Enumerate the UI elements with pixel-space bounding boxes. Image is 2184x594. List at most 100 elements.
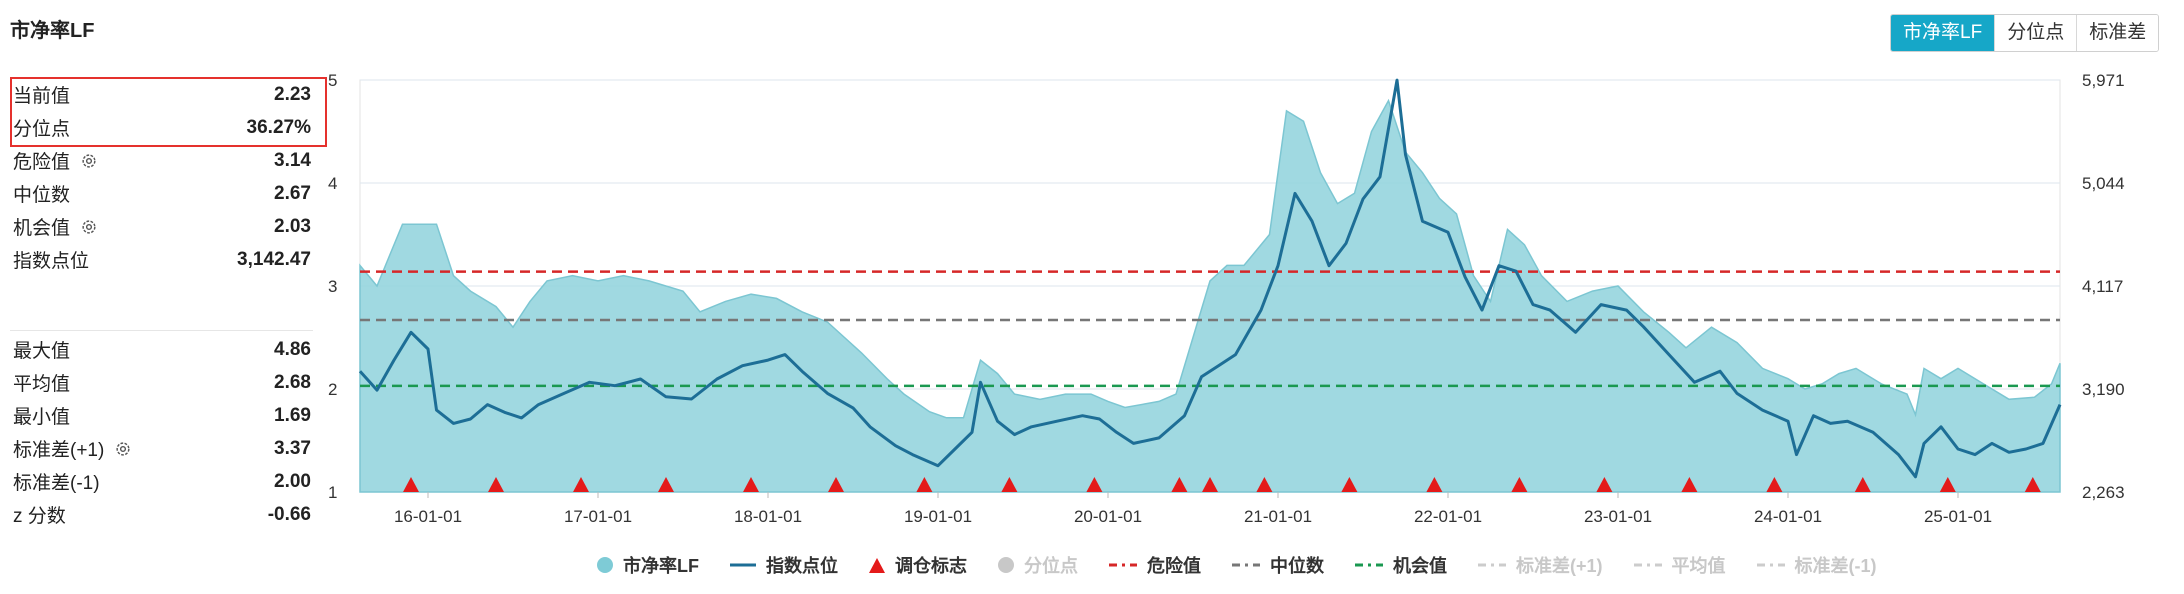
stat-label: 指数点位 [13, 251, 90, 272]
x-tick-label: 22-01-01 [1414, 507, 1482, 526]
stat-value: 3,142.47 [237, 248, 311, 270]
legend-circle-icon [998, 557, 1014, 573]
y-right-tick-label: 3,190 [2082, 380, 2125, 399]
stat-value: 2.68 [274, 371, 311, 393]
stat-value: -0.66 [267, 503, 311, 525]
stat-label: 最大值 [13, 341, 71, 362]
stat-value: 2.03 [274, 215, 311, 237]
stat-label: 当前值 [13, 86, 71, 107]
x-tick-label: 18-01-01 [734, 507, 802, 526]
legend-item[interactable]: 平均值 [1633, 552, 1726, 578]
rebalance-marker [1171, 477, 1188, 492]
stat-label: 中位数 [13, 185, 71, 206]
stats-panel-bottom: 最大值 4.86 平均值 2.68 最小值 1.69 标准差(+1) 3.37 … [10, 333, 313, 531]
stat-label: 分位点 [13, 119, 71, 140]
toggle-percentile-button[interactable]: 分位点 [1994, 15, 2077, 51]
rebalance-marker [1426, 477, 1443, 492]
legend-label: 标准差(-1) [1794, 556, 1877, 576]
toggle-stddev-button[interactable]: 标准差 [2076, 15, 2159, 51]
legend-triangle-icon [869, 558, 885, 573]
stat-row-std-minus: 标准差(-1) 2.00 [10, 465, 313, 498]
legend-item[interactable]: 调仓标志 [868, 552, 967, 578]
legend-item[interactable]: 标准差(-1) [1756, 552, 1877, 578]
legend-label: 调仓标志 [895, 556, 967, 576]
rebalance-marker [2024, 477, 2041, 492]
stat-row-min: 最小值 1.69 [10, 399, 313, 432]
stat-value: 2.00 [274, 470, 311, 492]
rebalance-marker [1086, 477, 1103, 492]
x-tick-label: 25-01-01 [1924, 507, 1992, 526]
legend-item[interactable]: 分位点 [997, 552, 1078, 578]
legend-dash-icon [1756, 563, 1785, 567]
stats-panel-top: 当前值 2.23 分位点 36.27% 危险值 3.14 中位数 2.67 机会… [10, 78, 313, 276]
stat-value: 2.23 [274, 83, 311, 105]
stat-label: 标准差(-1) [13, 473, 100, 494]
rebalance-marker [488, 477, 504, 492]
metric-toggle: 市净率LF 分位点 标准差 [1890, 14, 2160, 52]
stat-value: 2.67 [274, 182, 311, 204]
stat-row-std-plus: 标准差(+1) 3.37 [10, 432, 313, 465]
legend-item[interactable]: 标准差(+1) [1477, 552, 1603, 578]
toggle-pb-button[interactable]: 市净率LF [1891, 15, 1995, 51]
x-tick-label: 20-01-01 [1074, 507, 1142, 526]
rebalance-marker [1202, 477, 1218, 492]
divider [10, 330, 313, 331]
legend-item[interactable]: 机会值 [1354, 552, 1447, 578]
legend-label: 指数点位 [766, 556, 838, 576]
y-left-tick-label: 5 [328, 71, 337, 90]
chart-legend: 市净率LF 指数点位 调仓标志 分位点 危险值 中位数 机会值 标准差(+1) 平均值 标准差(-… [596, 552, 1907, 578]
gear-icon[interactable] [114, 440, 132, 458]
legend-item[interactable]: 中位数 [1231, 552, 1324, 578]
legend-label: 平均值 [1671, 556, 1726, 576]
stat-row-index-level: 指数点位 3,142.47 [10, 243, 313, 276]
index-line-series [358, 78, 2062, 479]
rebalance-marker [573, 477, 589, 492]
legend-dash-icon [1232, 563, 1260, 567]
rebalance-marker [1854, 477, 1871, 492]
x-tick-label: 24-01-01 [1754, 507, 1822, 526]
stat-row-opportunity: 机会值 2.03 [10, 210, 313, 243]
legend-circle-icon [597, 557, 613, 573]
rebalance-marker [1766, 477, 1783, 492]
y-left-tick-label: 1 [328, 483, 337, 502]
x-tick-label: 19-01-01 [904, 507, 972, 526]
rebalance-marker [1341, 477, 1358, 492]
stat-value: 3.37 [274, 437, 311, 459]
rebalance-marker [916, 477, 933, 492]
legend-label: 中位数 [1270, 556, 1324, 576]
legend-dash-icon [1109, 563, 1137, 567]
chart-title: 市净率LF [10, 20, 95, 42]
stat-label: 标准差(+1) [13, 440, 105, 461]
stat-label: 危险值 [13, 152, 71, 173]
legend-dash-icon [1355, 563, 1383, 567]
stat-row-median: 中位数 2.67 [10, 177, 313, 210]
stat-row-max: 最大值 4.86 [10, 333, 313, 366]
stat-value: 36.27% [246, 116, 311, 138]
rebalance-marker [828, 477, 844, 492]
y-left-tick-label: 3 [328, 277, 337, 296]
rebalance-marker [743, 477, 759, 492]
legend-label: 分位点 [1024, 556, 1078, 576]
legend-label: 标准差(+1) [1516, 556, 1603, 576]
rebalance-marker [1681, 477, 1698, 492]
gear-icon[interactable] [80, 218, 98, 236]
stat-label: 最小值 [13, 407, 71, 428]
stat-label: 平均值 [13, 374, 71, 395]
stat-label: z 分数 [13, 506, 66, 527]
legend-label: 危险值 [1147, 556, 1201, 576]
legend-line-icon [730, 563, 756, 567]
rebalance-marker [658, 477, 674, 492]
legend-item[interactable]: 市净率LF [596, 552, 699, 578]
stat-row-percentile: 分位点 36.27% [10, 111, 313, 144]
rebalance-marker [403, 477, 419, 492]
highlight-box [10, 77, 327, 147]
rebalance-marker [1511, 477, 1528, 492]
gear-icon[interactable] [80, 152, 98, 170]
stat-label: 机会值 [13, 218, 71, 239]
y-right-tick-label: 5,044 [2082, 174, 2125, 193]
y-left-tick-label: 2 [328, 380, 337, 399]
x-tick-label: 21-01-01 [1244, 507, 1312, 526]
legend-item[interactable]: 指数点位 [729, 552, 838, 578]
legend-item[interactable]: 危险值 [1108, 552, 1201, 578]
